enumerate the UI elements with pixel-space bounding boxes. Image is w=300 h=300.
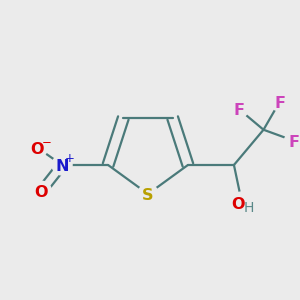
Text: F: F: [274, 96, 285, 111]
Circle shape: [230, 100, 248, 118]
Text: +: +: [65, 152, 75, 165]
Text: H: H: [244, 202, 254, 215]
Text: O: O: [34, 185, 48, 200]
Circle shape: [52, 155, 72, 175]
Circle shape: [138, 184, 158, 204]
Circle shape: [32, 181, 51, 201]
Circle shape: [28, 138, 47, 158]
Text: N: N: [55, 159, 69, 174]
Text: S: S: [142, 188, 154, 203]
Text: O: O: [231, 197, 245, 212]
Circle shape: [271, 93, 289, 111]
Circle shape: [285, 132, 300, 150]
Text: F: F: [288, 135, 299, 150]
Circle shape: [231, 192, 253, 214]
Text: F: F: [233, 103, 244, 118]
Text: O: O: [31, 142, 44, 157]
Text: −: −: [41, 136, 51, 149]
